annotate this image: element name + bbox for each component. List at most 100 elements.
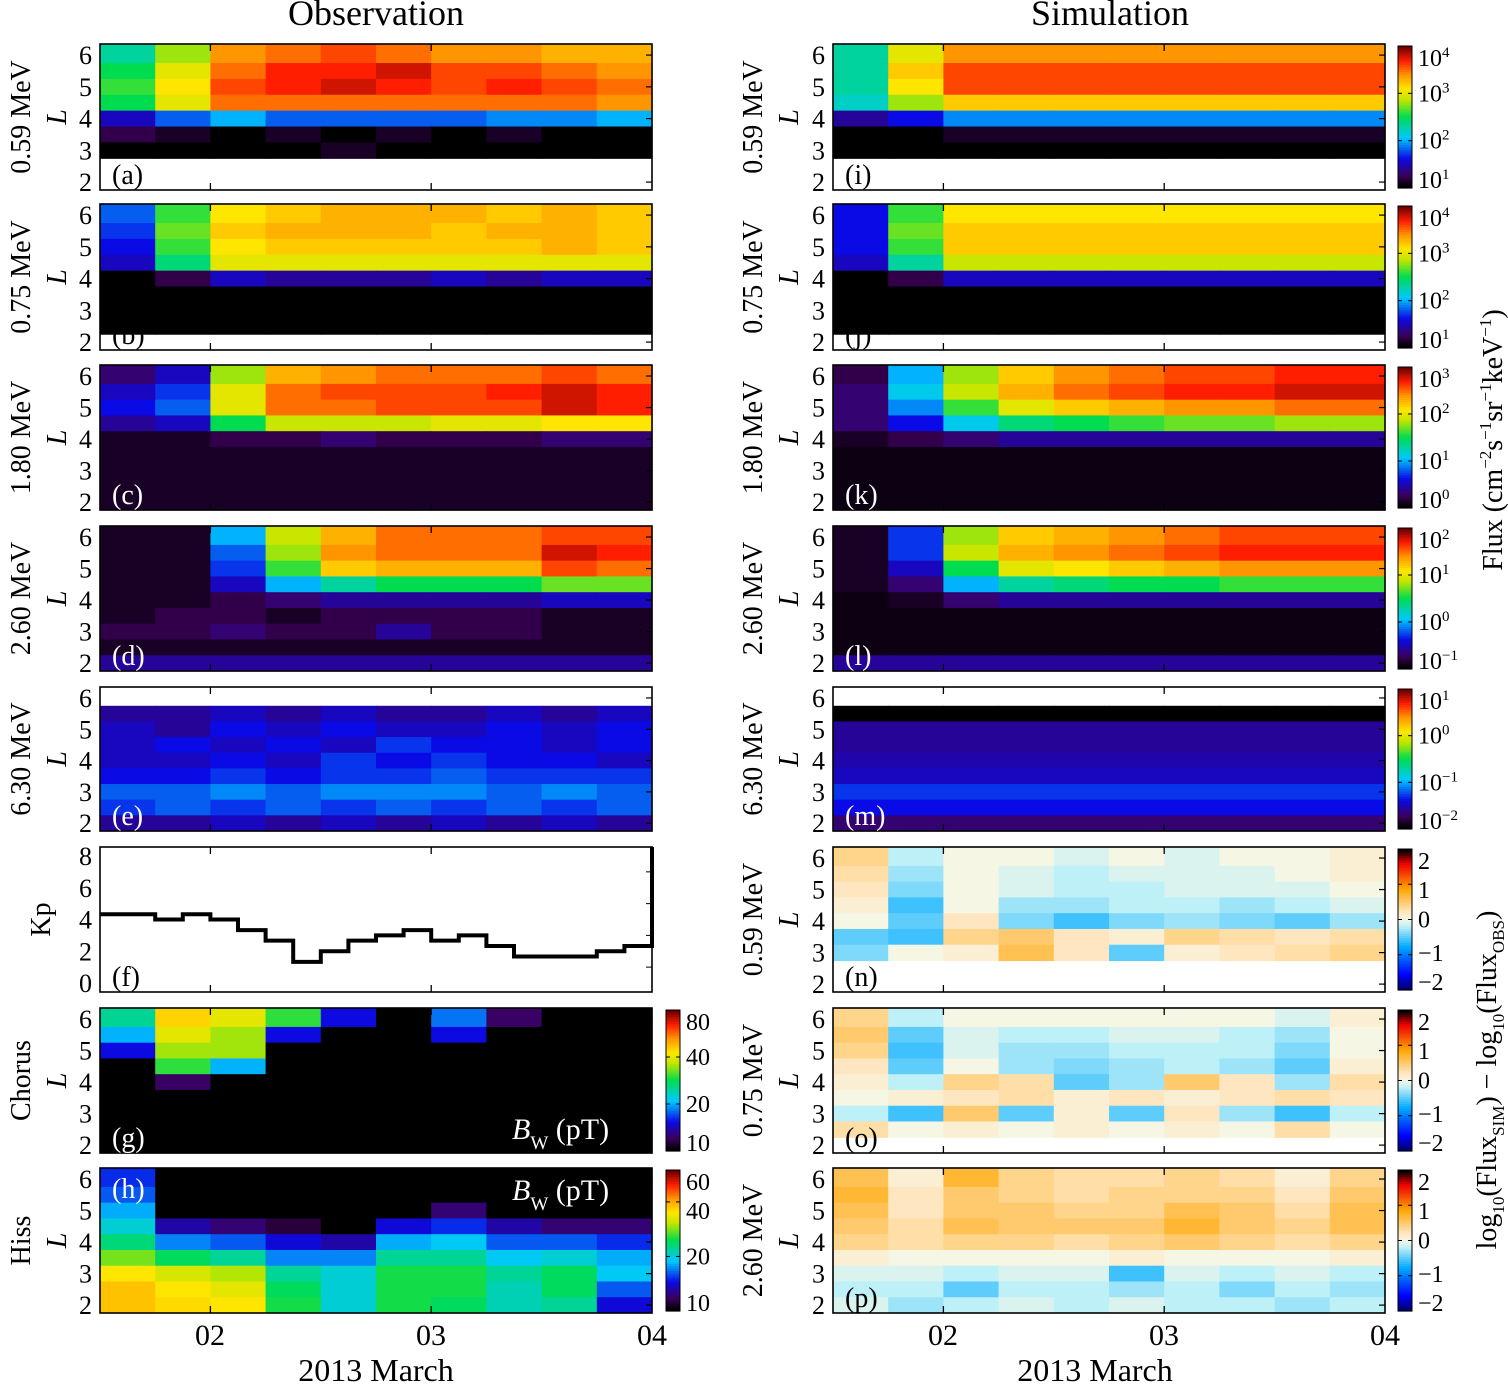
y-tick-label: 6 xyxy=(79,684,92,713)
heatmap-cell xyxy=(1053,1234,1110,1251)
heatmap-cell xyxy=(541,204,598,224)
heatmap-cell xyxy=(155,1105,211,1123)
heatmap-cell xyxy=(833,1202,889,1220)
heatmap-cell xyxy=(943,526,1000,546)
y-tick-label: 4 xyxy=(812,586,825,615)
colorbar-tick-label: 0 xyxy=(1418,908,1430,934)
y-tick-label: 4 xyxy=(812,1068,825,1097)
heatmap-cell xyxy=(596,815,653,832)
colorbar-swatch xyxy=(1398,90,1412,94)
colorbar-swatch xyxy=(666,1306,680,1310)
y-tick-label: 6 xyxy=(812,523,825,552)
heatmap-cell xyxy=(1053,462,1110,480)
panel-frame-c xyxy=(99,364,653,511)
heatmap-cell xyxy=(1219,607,1276,625)
colorbar-swatch xyxy=(1398,898,1412,902)
heatmap-cell xyxy=(943,913,1000,930)
heatmap-cell xyxy=(320,1218,377,1235)
heatmap-cell xyxy=(833,1074,889,1091)
heatmap-cell xyxy=(998,126,1055,143)
heatmap-cell xyxy=(1219,1089,1276,1107)
heatmap-cell xyxy=(596,1074,653,1091)
heatmap-cell xyxy=(486,526,543,546)
colorbar-swatch xyxy=(1398,133,1412,137)
colorbar-swatch xyxy=(1398,1038,1412,1042)
heatmap-cell xyxy=(1053,223,1110,240)
colorbar-swatch xyxy=(1398,1247,1412,1251)
colorbar-swatch xyxy=(1398,1181,1412,1185)
heatmap-cell xyxy=(486,639,543,656)
y-tick-label: 2 xyxy=(812,649,825,678)
heatmap-cell xyxy=(265,365,322,385)
heatmap-cell xyxy=(100,383,156,401)
panel-tag-i: (i) xyxy=(845,160,871,191)
heatmap-cell xyxy=(1164,752,1220,769)
heatmap-cell xyxy=(1219,1186,1276,1204)
colorbar-swatch xyxy=(1398,1238,1412,1242)
y-tick-label: 4 xyxy=(79,586,92,615)
colorbar-swatch xyxy=(1398,117,1412,120)
heatmap-cell xyxy=(1219,126,1276,143)
colorbar-swatch xyxy=(1398,421,1412,424)
heatmap-cell xyxy=(431,399,487,417)
heatmap-cell xyxy=(1164,270,1220,288)
heatmap-cell xyxy=(998,721,1055,738)
heatmap-cell xyxy=(486,1186,543,1204)
colorbar-swatch xyxy=(1398,591,1412,595)
heatmap-cell xyxy=(265,1186,322,1204)
y-tick-label: 5 xyxy=(79,394,92,423)
colorbar-swatch xyxy=(666,1303,680,1307)
heatmap-cell xyxy=(210,1249,267,1267)
colorbar-swatch xyxy=(1398,208,1412,212)
heatmap-cell xyxy=(376,399,432,417)
colorbar-swatch xyxy=(1398,178,1412,182)
heatmap-cell xyxy=(376,110,432,128)
colorbar-frame xyxy=(665,1169,681,1312)
heatmap-cell xyxy=(833,399,889,417)
heatmap-cell xyxy=(1053,847,1110,867)
colorbar-swatch xyxy=(1398,135,1412,139)
heatmap-cell xyxy=(1274,865,1331,883)
colorbar-swatch xyxy=(666,1205,680,1209)
colorbar-swatch xyxy=(1398,53,1412,57)
colorbar-swatch xyxy=(666,1047,680,1051)
heatmap-cell xyxy=(943,1042,1000,1060)
colorbar-swatch xyxy=(666,1061,680,1065)
heatmap-cell xyxy=(1109,399,1165,417)
heatmap-cell xyxy=(888,705,944,723)
colorbar-swatch xyxy=(1398,1264,1412,1267)
colorbar-swatch xyxy=(1398,1266,1412,1270)
y-tick-label: 3 xyxy=(812,296,825,325)
heatmap-cell xyxy=(998,446,1055,464)
heatmap-cell xyxy=(1109,881,1165,899)
colorbar-tick-label: 102 xyxy=(1418,527,1450,554)
heatmap-cell xyxy=(1109,897,1165,914)
heatmap-cell xyxy=(998,623,1055,641)
heatmap-cell xyxy=(541,784,598,801)
simulation-column-title: Simulation xyxy=(1030,0,1190,33)
y-tick-label: 6 xyxy=(79,41,92,70)
heatmap-cell xyxy=(1219,270,1276,288)
colorbar-swatch xyxy=(1398,1066,1412,1070)
heatmap-cell xyxy=(1329,944,1386,962)
heatmap-cell xyxy=(100,1121,156,1138)
colorbar-swatch xyxy=(1398,439,1412,443)
heatmap-cell xyxy=(596,768,653,785)
heatmap-cell xyxy=(998,655,1055,672)
heatmap-cell xyxy=(265,784,322,801)
colorbar-swatch xyxy=(666,1238,680,1242)
heatmap-cell xyxy=(210,815,267,832)
heatmap-cell xyxy=(833,1186,889,1204)
colorbar-swatch xyxy=(1398,1268,1412,1272)
heatmap-cell xyxy=(1053,1121,1110,1138)
heatmap-cell xyxy=(541,815,598,832)
heatmap-cell xyxy=(1164,1105,1220,1123)
heatmap-cell xyxy=(998,462,1055,480)
heatmap-cell xyxy=(431,1074,487,1091)
heatmap-cell xyxy=(155,1137,211,1154)
heatmap-cell xyxy=(888,576,944,593)
heatmap-cell xyxy=(1219,881,1276,899)
heatmap-cell xyxy=(265,815,322,832)
heatmap-cell xyxy=(1274,399,1331,417)
heatmap-cell xyxy=(998,78,1055,96)
